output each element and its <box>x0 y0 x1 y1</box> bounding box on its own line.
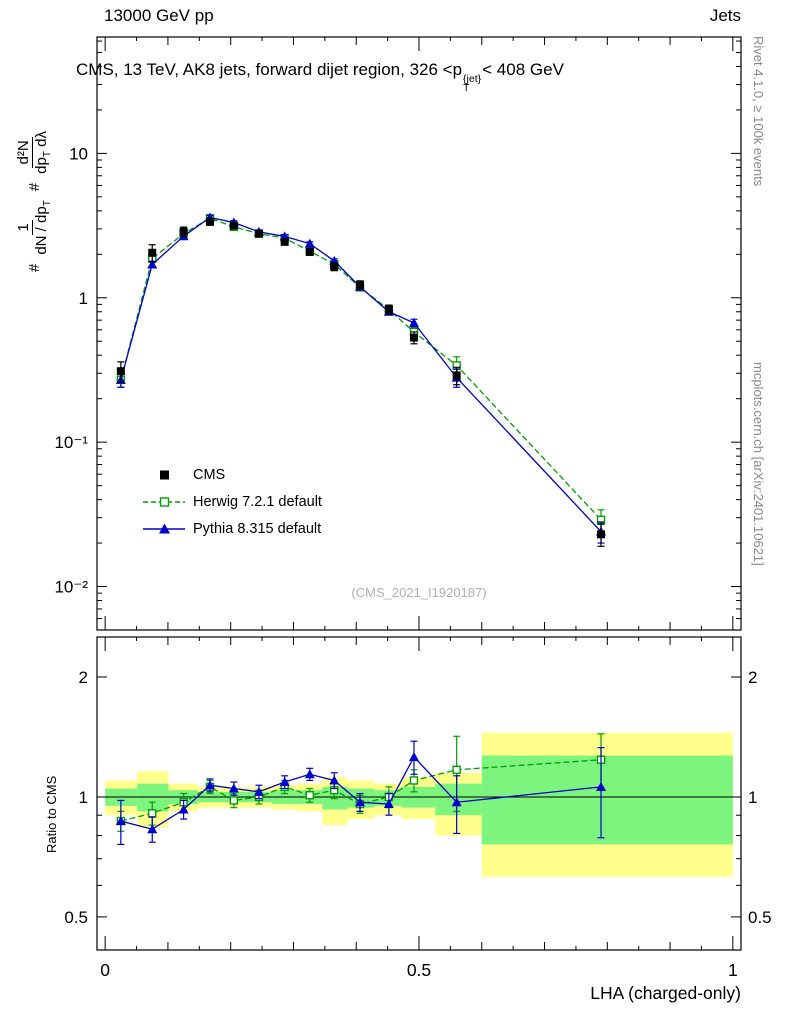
x-tick-label: 1 <box>728 960 738 980</box>
ratio-y-tick-label-right: 1 <box>748 788 757 807</box>
pt-subscript: T <box>463 82 470 94</box>
ratio-y-tick-label: 0.5 <box>64 908 88 927</box>
axis-ticks <box>97 37 741 950</box>
ratio-y-axis-label: Ratio to CMS <box>44 775 59 853</box>
legend-label-pythia: Pythia 8.315 default <box>193 520 322 537</box>
ratio-y-tick-label: 2 <box>79 668 88 687</box>
green-band-bin <box>481 755 733 845</box>
header-analysis-group: Jets <box>709 6 741 25</box>
main-y-tick-label: 10 <box>69 144 88 163</box>
legend-item-pythia: Pythia 8.315 default <box>141 518 322 539</box>
x-tick-label: 0 <box>100 960 110 980</box>
herwig-dashed-open-square-icon <box>143 496 185 507</box>
plot-title-suffix: < 408 GeV <box>482 60 564 79</box>
ratio-y-tick-label: 1 <box>79 788 88 807</box>
mcplots-reference-note: mcplots.cern.ch [arXiv:2401.10621] <box>751 362 766 566</box>
ylabel-fraction-2: d²N dpT dλ <box>15 131 54 174</box>
analysis-id-watermark: (CMS_2021_I1920187) <box>351 585 487 600</box>
legend-item-cms: CMS <box>141 464 322 485</box>
green-band-bin <box>137 783 169 812</box>
pythia-solid-triangle-icon <box>143 523 185 533</box>
ylabel-hash-1: # <box>25 263 43 272</box>
rivet-version-note: Rivet 4.1.0, ≥ 100k events <box>751 36 766 187</box>
pt-supsub: {jet} T <box>463 73 482 94</box>
ratio-uncertainty-bands <box>105 732 733 877</box>
legend-label-herwig: Herwig 7.2.1 default <box>193 493 322 510</box>
main-plot-frame <box>96 36 742 631</box>
green-band-bin <box>435 783 482 816</box>
main-y-tick-label: 1 <box>79 289 88 308</box>
y-axis-label: # 1 dN / dpT # d²N dpT dλ <box>15 131 54 272</box>
x-axis-label: LHA (charged-only) <box>590 983 741 1003</box>
ylabel-fraction-1: 1 dN / dpT <box>15 200 54 255</box>
main-y-tick-label: 10⁻¹ <box>54 433 88 452</box>
cms-filled-square-icon <box>160 470 169 479</box>
main-y-tick-label: 10⁻² <box>54 578 88 597</box>
ratio-series-pythia <box>115 740 607 846</box>
legend-item-herwig: Herwig 7.2.1 default <box>141 491 322 512</box>
header-beam-energy: 13000 GeV pp <box>104 6 214 25</box>
pt-superscript: {jet} <box>463 73 482 85</box>
legend-label-cms: CMS <box>193 466 226 483</box>
plot-title-text: CMS, 13 TeV, AK8 jets, forward dijet reg… <box>76 60 463 79</box>
plot-title: CMS, 13 TeV, AK8 jets, forward dijet reg… <box>76 60 564 93</box>
ratio-y-tick-label-right: 2 <box>748 668 757 687</box>
ratio-y-tick-label-right: 0.5 <box>748 908 772 927</box>
main-series-cms <box>116 217 606 547</box>
x-tick-label: 0.5 <box>407 960 431 980</box>
ylabel-hash-2: # <box>25 182 43 192</box>
legend: CMS Herwig 7.2.1 default Pythia 8.315 de… <box>141 464 322 539</box>
